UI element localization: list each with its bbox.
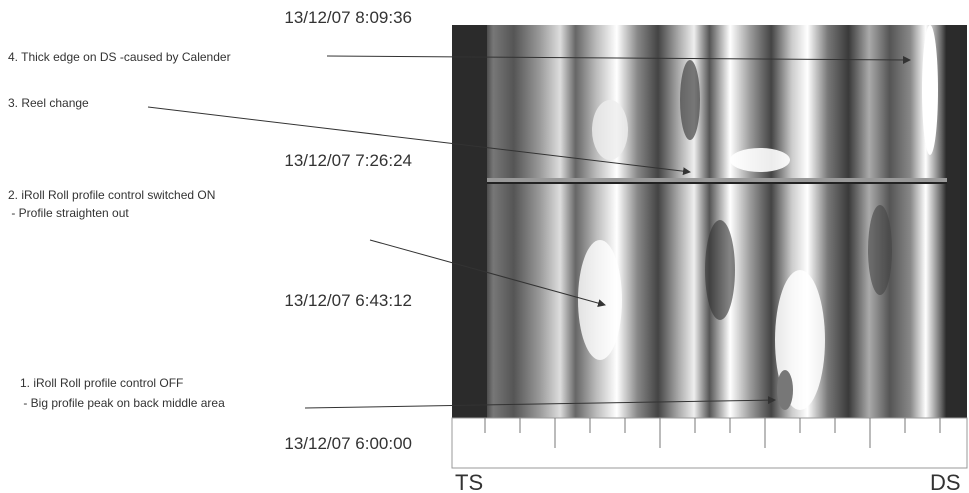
annotation: 4. Thick edge on DS -caused by Calender: [8, 50, 231, 64]
timestamp: 13/12/07 6:43:12: [284, 291, 412, 310]
annotation: - Profile straighten out: [8, 206, 129, 220]
timestamp: 13/12/07 6:00:00: [284, 434, 412, 453]
axis-label: TS: [455, 470, 483, 493]
annotation: 1. iRoll Roll profile control OFF: [20, 376, 183, 390]
heatmap: [452, 25, 967, 418]
profile-figure: 13/12/07 8:09:36 13/12/07 7:26:24 13/12/…: [0, 0, 969, 493]
timestamp: 13/12/07 7:26:24: [284, 151, 412, 170]
timestamp: 13/12/07 8:09:36: [284, 8, 412, 27]
annotation: 2. iRoll Roll profile control switched O…: [8, 188, 215, 202]
annotation: - Big profile peak on back middle area: [20, 396, 225, 410]
axis-strip: [452, 418, 967, 468]
axis-label: DS: [930, 470, 961, 493]
annotation: 3. Reel change: [8, 96, 89, 110]
